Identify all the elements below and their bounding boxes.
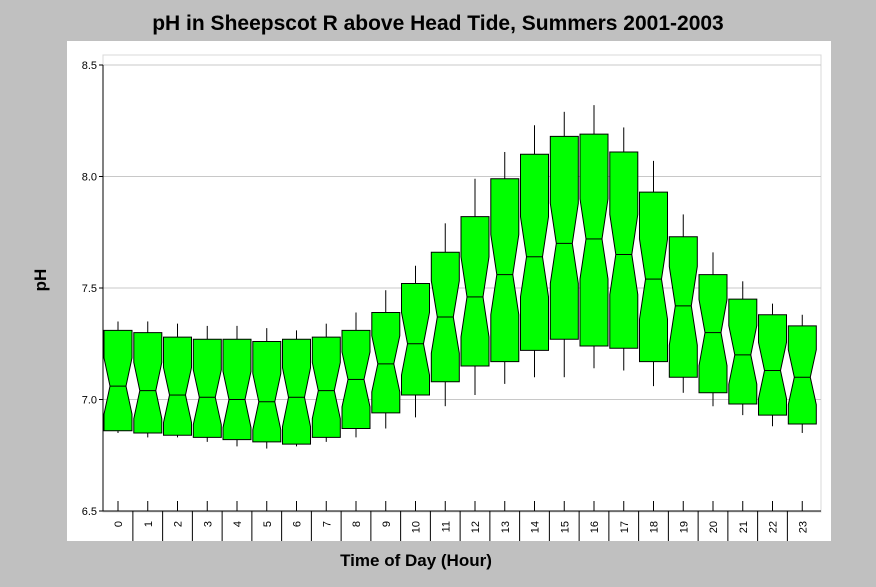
box-hour-14 (520, 125, 549, 378)
box-hour-22 (758, 303, 787, 427)
box-body (579, 133, 609, 347)
x-tick-label: 23 (797, 521, 809, 533)
box-body (728, 298, 758, 405)
x-tick-label: 12 (470, 521, 482, 533)
x-tick-label: 5 (262, 521, 274, 527)
box-hour-0 (103, 321, 133, 433)
box-hour-5 (252, 328, 282, 449)
box-body (490, 178, 520, 363)
box-hour-3 (192, 325, 222, 442)
box-body (103, 329, 133, 432)
box-body (520, 153, 549, 351)
y-tick-label: 6.5 (82, 506, 97, 518)
x-tick-label: 13 (500, 521, 512, 533)
box-body (698, 274, 728, 394)
box-body (549, 135, 579, 340)
box-body (639, 191, 668, 363)
y-tick-label: 7.5 (82, 283, 97, 295)
box-hour-19 (668, 214, 698, 393)
box-body (668, 236, 698, 378)
box-hour-13 (490, 151, 520, 384)
x-tick-label: 9 (381, 521, 393, 527)
box-body (609, 151, 639, 349)
x-tick-label: 2 (173, 521, 185, 527)
box-hour-23 (787, 314, 817, 433)
box-hour-10 (401, 265, 430, 418)
box-hour-21 (728, 281, 758, 416)
x-tick-label: 4 (232, 521, 244, 527)
box-body (282, 338, 311, 445)
x-tick-label: 18 (649, 521, 661, 533)
box-hour-4 (222, 325, 252, 447)
chart-title: pH in Sheepscot R above Head Tide, Summe… (152, 12, 724, 35)
box-hour-17 (609, 127, 639, 371)
y-tick-label: 8.5 (82, 60, 97, 72)
box-hour-15 (549, 111, 579, 378)
x-tick-label: 20 (708, 521, 720, 533)
box-hour-8 (341, 312, 371, 438)
box-hour-9 (371, 290, 401, 429)
axes (99, 64, 821, 541)
x-tick-label: 15 (559, 521, 571, 533)
box-hour-16 (579, 105, 609, 369)
box-hour-20 (698, 252, 728, 407)
x-tick-label: 17 (619, 521, 631, 533)
box-body (311, 336, 341, 438)
box-body (133, 332, 163, 434)
box-body (252, 341, 282, 443)
box-body (460, 216, 490, 367)
x-tick-label: 19 (678, 521, 690, 533)
x-tick-label: 16 (589, 521, 601, 533)
y-tick-label: 8.0 (82, 172, 97, 184)
x-tick-label: 8 (351, 521, 363, 527)
x-tick-label: 22 (768, 521, 780, 533)
box-body (787, 325, 817, 425)
box-hour-12 (460, 178, 490, 396)
box-hour-2 (163, 323, 192, 438)
box-body (222, 338, 252, 441)
x-tick-label: 1 (143, 521, 155, 527)
x-tick-label: 7 (321, 521, 333, 527)
x-tick-label: 6 (292, 521, 304, 527)
box-hour-18 (639, 160, 668, 387)
box-body (192, 338, 222, 438)
y-tick-label: 7.0 (82, 395, 97, 407)
x-tick-label: 0 (113, 521, 125, 527)
x-tick-label: 3 (202, 521, 214, 527)
x-tick-label: 10 (411, 521, 423, 533)
box-body (371, 312, 401, 414)
box-hour-6 (282, 330, 311, 447)
box-body (401, 283, 430, 396)
boxes (103, 105, 817, 449)
x-tick-label: 11 (440, 521, 452, 532)
x-axis-label: Time of Day (Hour) (340, 551, 492, 570)
box-hour-11 (430, 223, 460, 407)
x-tick-label: 21 (738, 521, 750, 533)
tick-labels: 6.57.07.58.08.50 1 2 3 4 5 6 7 8 9 10 11 12 13 14 15 16 1… (82, 60, 810, 533)
x-tick-label: 14 (530, 521, 542, 533)
box-hour-7 (311, 323, 341, 442)
box-body (758, 314, 787, 416)
box-body (163, 336, 192, 436)
box-hour-1 (133, 321, 163, 438)
